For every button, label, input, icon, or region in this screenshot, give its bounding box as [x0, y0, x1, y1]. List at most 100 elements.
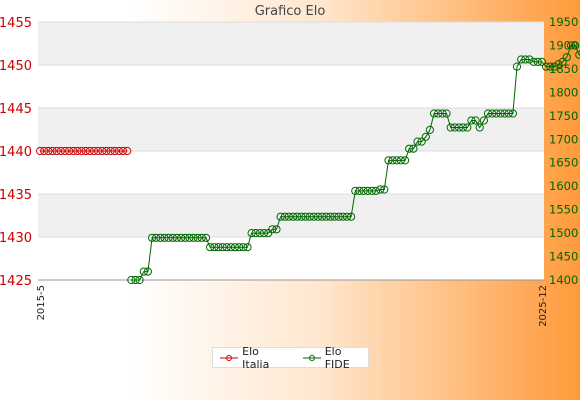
- data-point[interactable]: [156, 233, 165, 242]
- data-point[interactable]: [409, 144, 418, 153]
- data-point[interactable]: [421, 132, 430, 141]
- legend-item-elo-italia[interactable]: Elo Italia: [219, 345, 288, 371]
- data-point[interactable]: [102, 146, 111, 156]
- data-point[interactable]: [475, 123, 484, 132]
- data-point[interactable]: [48, 146, 57, 156]
- data-point[interactable]: [371, 186, 381, 195]
- data-point[interactable]: [417, 137, 426, 146]
- data-point[interactable]: [247, 229, 256, 238]
- data-point[interactable]: [533, 57, 542, 67]
- data-point[interactable]: [81, 146, 90, 156]
- data-point[interactable]: [118, 146, 128, 156]
- data-point[interactable]: [251, 229, 260, 238]
- data-point[interactable]: [56, 146, 65, 156]
- data-point[interactable]: [338, 212, 347, 221]
- data-point[interactable]: [405, 144, 414, 153]
- data-point[interactable]: [504, 109, 513, 118]
- data-point[interactable]: [52, 146, 61, 156]
- data-point[interactable]: [313, 212, 323, 221]
- data-point[interactable]: [235, 243, 244, 252]
- data-point[interactable]: [206, 243, 215, 252]
- data-point[interactable]: [359, 186, 368, 195]
- data-point[interactable]: [483, 109, 493, 118]
- data-point[interactable]: [293, 212, 302, 221]
- data-point[interactable]: [222, 243, 231, 252]
- data-point[interactable]: [309, 212, 318, 221]
- data-point[interactable]: [289, 212, 298, 221]
- data-point[interactable]: [401, 156, 410, 165]
- data-point[interactable]: [177, 233, 186, 242]
- data-point[interactable]: [517, 55, 526, 64]
- data-point[interactable]: [301, 212, 310, 221]
- data-point[interactable]: [85, 146, 94, 156]
- data-point[interactable]: [454, 123, 464, 132]
- data-point[interactable]: [430, 109, 439, 118]
- data-point[interactable]: [135, 275, 144, 285]
- data-point[interactable]: [479, 116, 488, 125]
- data-point[interactable]: [512, 62, 522, 71]
- data-point[interactable]: [367, 186, 376, 195]
- data-point[interactable]: [69, 146, 78, 156]
- data-point[interactable]: [554, 60, 563, 69]
- data-point[interactable]: [326, 212, 335, 221]
- data-point[interactable]: [442, 109, 451, 118]
- data-point[interactable]: [529, 57, 538, 67]
- data-point[interactable]: [575, 50, 580, 59]
- data-point[interactable]: [388, 156, 397, 165]
- data-point[interactable]: [36, 146, 45, 156]
- data-point[interactable]: [98, 146, 107, 156]
- data-point[interactable]: [164, 233, 173, 242]
- data-point[interactable]: [197, 233, 206, 242]
- data-point[interactable]: [284, 212, 293, 221]
- data-point[interactable]: [492, 109, 501, 118]
- data-point[interactable]: [550, 62, 559, 71]
- data-point[interactable]: [210, 243, 219, 252]
- data-point[interactable]: [525, 55, 534, 64]
- data-point[interactable]: [488, 109, 497, 118]
- data-point[interactable]: [566, 41, 576, 50]
- data-point[interactable]: [131, 275, 140, 285]
- data-point[interactable]: [425, 125, 434, 134]
- data-point[interactable]: [347, 212, 356, 221]
- data-point[interactable]: [268, 225, 277, 234]
- data-point[interactable]: [376, 185, 385, 194]
- data-point[interactable]: [318, 212, 327, 221]
- data-point[interactable]: [189, 233, 198, 242]
- data-point[interactable]: [193, 233, 202, 242]
- data-point[interactable]: [201, 233, 211, 242]
- data-point[interactable]: [467, 116, 476, 125]
- data-point[interactable]: [297, 212, 306, 221]
- data-point[interactable]: [438, 109, 447, 118]
- data-point[interactable]: [571, 41, 580, 50]
- data-point[interactable]: [392, 156, 401, 165]
- data-point[interactable]: [89, 146, 99, 156]
- data-point[interactable]: [94, 146, 103, 156]
- data-point[interactable]: [537, 57, 547, 67]
- data-point[interactable]: [380, 185, 389, 194]
- data-point[interactable]: [322, 212, 331, 221]
- data-point[interactable]: [239, 243, 248, 252]
- data-point[interactable]: [342, 212, 352, 221]
- data-point[interactable]: [334, 212, 343, 221]
- data-point[interactable]: [172, 233, 181, 242]
- data-point[interactable]: [351, 186, 360, 195]
- data-point[interactable]: [546, 62, 555, 71]
- data-point[interactable]: [384, 156, 393, 165]
- data-point[interactable]: [243, 243, 252, 252]
- data-point[interactable]: [218, 243, 227, 252]
- data-point[interactable]: [305, 212, 314, 221]
- data-point[interactable]: [446, 123, 455, 132]
- data-point[interactable]: [363, 186, 372, 195]
- data-point[interactable]: [272, 225, 281, 234]
- data-point[interactable]: [500, 109, 509, 118]
- data-point[interactable]: [214, 243, 223, 252]
- data-point[interactable]: [65, 146, 74, 156]
- data-point[interactable]: [60, 146, 70, 156]
- data-point[interactable]: [181, 233, 190, 242]
- data-point[interactable]: [139, 267, 148, 276]
- data-point[interactable]: [77, 146, 86, 156]
- data-point[interactable]: [434, 109, 443, 118]
- data-point[interactable]: [73, 146, 82, 156]
- data-point[interactable]: [508, 109, 518, 118]
- data-point[interactable]: [44, 146, 53, 156]
